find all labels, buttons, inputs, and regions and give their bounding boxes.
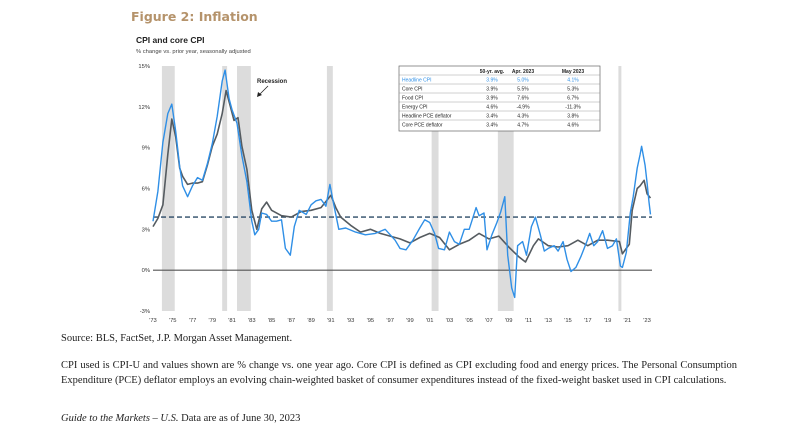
x-tick-label: '85: [268, 318, 276, 324]
table-row-label: Headline CPI: [402, 78, 431, 84]
y-tick-label: 3%: [142, 227, 150, 233]
table-cell: 4.6%: [567, 123, 579, 129]
table-cell: 3.9%: [486, 87, 498, 93]
table-cell: 5.5%: [517, 87, 529, 93]
recession-band: [431, 66, 439, 311]
x-tick-label: '11: [525, 318, 532, 324]
y-tick-label: 6%: [142, 187, 150, 193]
table-cell: 7.6%: [517, 96, 529, 102]
table-cell: 3.9%: [486, 96, 498, 102]
table-cell: -11.3%: [565, 105, 581, 111]
table-row-label: Core CPI: [402, 87, 423, 93]
table-header: 50-yr. avg.: [480, 69, 505, 75]
table-row-label: Headline PCE deflator: [402, 114, 452, 120]
y-tick-label: 15%: [138, 64, 150, 70]
x-tick-label: '75: [169, 318, 177, 324]
table-cell: 4.1%: [567, 78, 579, 84]
table-cell: 6.7%: [567, 96, 579, 102]
recession-arrowhead: [257, 92, 262, 97]
source-text: Source: BLS, FactSet, J.P. Morgan Asset …: [61, 333, 293, 344]
methodology-note: CPI used is CPI-U and values shown are %…: [61, 360, 737, 386]
x-tick-label: '79: [209, 318, 217, 324]
recession-band: [326, 66, 333, 311]
chart-container: CPI and core CPI % change vs. prior year…: [136, 35, 652, 324]
x-tick-label: '07: [485, 318, 493, 324]
x-tick-label: '01: [426, 318, 434, 324]
x-tick-label: '87: [288, 318, 296, 324]
x-tick-label: '83: [248, 318, 256, 324]
x-tick-label: '95: [367, 318, 375, 324]
table-cell: 3.4%: [486, 114, 498, 120]
x-tick-label: '13: [544, 318, 552, 324]
x-tick-label: '03: [446, 318, 454, 324]
x-tick-label: '77: [189, 318, 197, 324]
table-row-label: Food CPI: [402, 96, 423, 102]
table-header: May 2023: [562, 69, 584, 75]
x-tick-label: '19: [604, 318, 612, 324]
x-tick-label: '23: [643, 318, 651, 324]
x-tick-label: '89: [307, 318, 315, 324]
x-tick-label: '17: [584, 318, 592, 324]
x-tick-label: '93: [347, 318, 355, 324]
table-cell: -4.9%: [516, 105, 530, 111]
guide-title: Guide to the Markets – U.S.: [61, 413, 179, 424]
x-tick-label: '05: [465, 318, 473, 324]
table-row-label: Core PCE deflator: [402, 123, 443, 129]
x-tick-label: '73: [149, 318, 157, 324]
x-tick-label: '21: [624, 318, 632, 324]
guide-footer: Guide to the Markets – U.S. Data are as …: [61, 413, 300, 424]
inflation-chart: CPI and core CPI % change vs. prior year…: [136, 35, 652, 324]
recession-band: [222, 66, 228, 311]
x-tick-label: '91: [327, 318, 335, 324]
x-tick-label: '09: [505, 318, 513, 324]
y-tick-label: -3%: [140, 309, 150, 315]
x-tick-label: '99: [406, 318, 414, 324]
figure-title: Figure 2: Inflation: [131, 9, 258, 24]
table-cell: 5.3%: [567, 87, 579, 93]
recession-band: [618, 66, 622, 311]
series-line-headline-cpi: [152, 69, 652, 299]
chart-title: CPI and core CPI: [136, 35, 205, 45]
recession-arrow: [258, 85, 269, 96]
y-tick-label: 0%: [142, 268, 150, 274]
guide-date: Data are as of June 30, 2023: [178, 413, 301, 424]
table-row-label: Energy CPI: [402, 105, 428, 111]
chart-subtitle: % change vs. prior year, seasonally adju…: [136, 49, 251, 55]
table-cell: 3.9%: [486, 78, 498, 84]
table-cell: 4.3%: [517, 114, 529, 120]
y-tick-label: 9%: [142, 146, 150, 152]
table-header: Apr. 2023: [512, 69, 534, 75]
y-tick-label: 12%: [138, 105, 150, 111]
x-tick-label: '81: [228, 318, 236, 324]
recession-band: [236, 66, 251, 311]
recession-label: Recession: [257, 79, 287, 85]
table-cell: 4.6%: [486, 105, 498, 111]
table-cell: 4.7%: [517, 123, 529, 129]
table-cell: 3.4%: [486, 123, 498, 129]
x-tick-label: '97: [386, 318, 394, 324]
table-cell: 5.0%: [517, 78, 529, 84]
table-cell: 3.8%: [567, 114, 579, 120]
x-tick-label: '15: [564, 318, 572, 324]
